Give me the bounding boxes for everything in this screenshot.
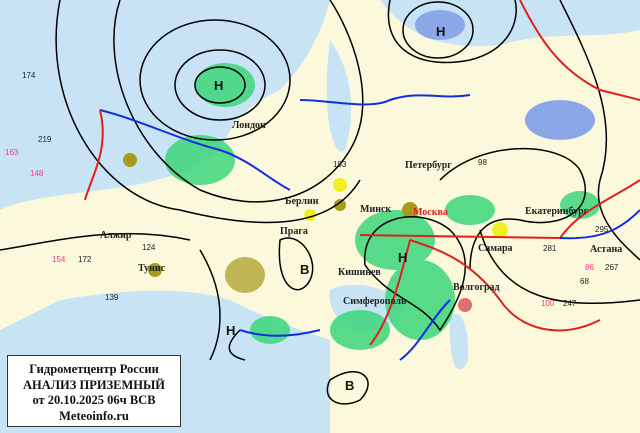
- high-center: В: [300, 262, 309, 277]
- station-value: 219: [38, 135, 52, 144]
- station-value: 267: [605, 263, 619, 272]
- high-center: В: [345, 378, 354, 393]
- city-label: Минск: [360, 204, 391, 215]
- station-value: 68: [580, 277, 589, 286]
- low-center: Н: [398, 250, 407, 265]
- city-label: Петербург: [405, 160, 452, 171]
- station-value: 193: [333, 160, 347, 169]
- city-label: Москва: [413, 207, 448, 218]
- fronts: [84, 0, 640, 361]
- station-value: 172: [78, 255, 92, 264]
- city-label: Берлин: [285, 196, 319, 207]
- map-caption: Гидрометцентр России АНАЛИЗ ПРИЗЕМНЫЙ от…: [7, 355, 181, 427]
- city-label: Лондон: [232, 120, 266, 131]
- city-label: Кишинев: [338, 267, 381, 278]
- station-value: 247: [563, 299, 577, 308]
- station-value: 295: [595, 225, 609, 234]
- city-label: Тунис: [138, 263, 166, 274]
- city-label: Симферополь: [343, 296, 407, 307]
- pressure-centers: Н Н Н Н В В: [214, 24, 445, 393]
- caption-date: от 20.10.2025 06ч ВСВ: [32, 393, 156, 407]
- isobars: [0, 0, 640, 405]
- low-center: Н: [436, 24, 445, 39]
- station-value: 139: [105, 293, 119, 302]
- caption-site: Meteoinfo.ru: [59, 408, 129, 423]
- station-value: 148: [30, 169, 44, 178]
- city-label: Астана: [590, 244, 622, 255]
- station-value: 281: [543, 244, 557, 253]
- station-value: 174: [22, 71, 36, 80]
- city-label: Самара: [478, 243, 513, 254]
- station-value: 163: [5, 148, 19, 157]
- caption-title: АНАЛИЗ ПРИЗЕМНЫЙ: [22, 377, 166, 392]
- city-label: Алжир: [100, 230, 132, 241]
- station-value: 98: [478, 158, 487, 167]
- low-center: Н: [214, 78, 223, 93]
- city-label: Екатеринбург: [525, 206, 589, 217]
- station-values: 174 219 163 148 124 172 154 139 193 98 2…: [5, 71, 619, 308]
- station-value: 124: [142, 243, 156, 252]
- caption-org: Гидрометцентр России: [29, 362, 159, 376]
- city-labels: Лондон Берлин Прага Алжир Тунис Петербур…: [100, 120, 622, 307]
- city-label: Волгоград: [453, 282, 500, 293]
- low-center: Н: [226, 323, 235, 338]
- other-precip-areas: [123, 10, 595, 312]
- station-value: 100: [541, 299, 555, 308]
- station-value: 86: [585, 263, 594, 272]
- station-value: 154: [52, 255, 66, 264]
- city-label: Прага: [280, 226, 308, 237]
